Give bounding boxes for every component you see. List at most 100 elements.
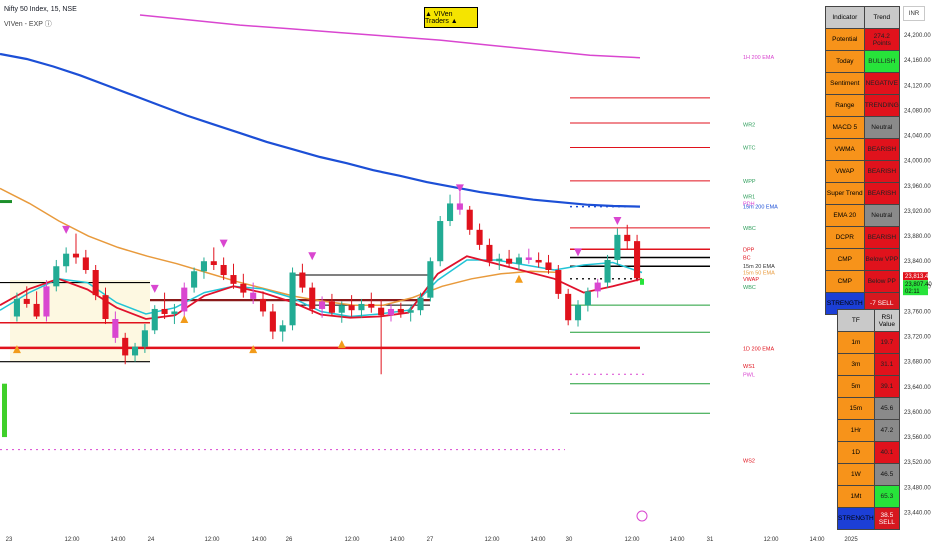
candle-body xyxy=(279,325,286,332)
row-value: Below VPP xyxy=(863,248,901,271)
time-tick: 12:00 xyxy=(204,537,220,543)
indicator-legend[interactable]: VIVen - EXP ⓘ xyxy=(4,21,52,28)
sell-signal xyxy=(219,239,228,248)
candle-body xyxy=(397,308,404,313)
countdown-label: 02:11 xyxy=(905,289,920,295)
candle-body xyxy=(407,310,414,313)
candle xyxy=(43,280,50,322)
row-value: BEARISH xyxy=(863,160,901,183)
row-value: BULLISH xyxy=(863,50,901,73)
price-tick: 23,760.00 xyxy=(904,309,931,315)
time-tick: 30 xyxy=(566,537,573,543)
row-value: 39.1 xyxy=(873,375,901,398)
candle-body xyxy=(456,203,463,210)
level-label: 15m 50 EMA xyxy=(743,271,775,277)
price-tick: 23,720.00 xyxy=(904,335,931,341)
row-value: NEGATIVE xyxy=(863,72,901,95)
rsi-row: 1Hr 47.2 xyxy=(837,419,901,442)
candle xyxy=(82,249,89,274)
candle-body xyxy=(131,346,139,356)
indicator-row: Range TRENDING xyxy=(825,94,901,117)
row-value: BEARISH xyxy=(863,138,901,161)
indicator-row: DCPR BEARISH xyxy=(825,226,901,249)
row-value: 46.5 xyxy=(873,463,901,486)
rsi-row: 15m 45.6 xyxy=(837,397,901,420)
candle xyxy=(210,247,217,271)
time-axis[interactable]: 23 12:00 14:00 24 12:00 14:00 26 12:00 14:00 27 12… xyxy=(6,537,859,543)
currency-button[interactable]: INR xyxy=(903,6,925,21)
row-value: 274.2 Points xyxy=(863,28,901,51)
sell-signal xyxy=(150,284,159,293)
candle-body xyxy=(328,301,335,313)
candle xyxy=(250,282,257,304)
current-price-label: 23,813.40 xyxy=(905,274,932,280)
row-label: STRENGTH xyxy=(837,507,875,530)
candle-body xyxy=(437,221,444,262)
level-label: WR2 xyxy=(743,122,755,128)
candle xyxy=(299,263,306,293)
candle xyxy=(259,291,267,317)
candle xyxy=(309,282,316,314)
candle-body xyxy=(640,278,644,285)
level-label: WBC xyxy=(743,226,756,232)
indicator-row: VWAP BEARISH xyxy=(825,160,901,183)
row-label: MACD 5 xyxy=(825,116,865,139)
candle xyxy=(161,292,168,319)
symbol-title[interactable]: Nifty 50 Index, 15, NSE xyxy=(4,6,77,13)
price-tick: 24,120.00 xyxy=(904,83,931,89)
rsi-row: 3m 31.1 xyxy=(837,353,901,376)
viven-traders-badge: ▲ VIVen Traders ▲ xyxy=(424,7,478,28)
candles xyxy=(13,192,644,375)
candle xyxy=(220,257,227,281)
row-label: EMA 20 xyxy=(825,204,865,227)
row-label: 3m xyxy=(837,353,875,376)
row-value: 40.1 xyxy=(873,441,901,464)
price-tick: 24,160.00 xyxy=(904,58,931,64)
row-value: 65.3 xyxy=(873,485,901,508)
sell-signal xyxy=(62,225,71,234)
candle-body xyxy=(486,244,493,262)
time-tick: 12:00 xyxy=(64,537,80,543)
candle-body xyxy=(446,203,454,222)
candle-body xyxy=(584,291,591,306)
candle-body xyxy=(387,308,395,316)
price-tick: 24,080.00 xyxy=(904,108,931,114)
price-axis[interactable]: 24,200.00 24,160.00 24,120.00 24,080.00 24,0… xyxy=(903,33,932,516)
table-header-cell: Trend xyxy=(863,6,901,29)
row-label: 1D xyxy=(837,441,875,464)
row-label: Range xyxy=(825,94,865,117)
candle xyxy=(348,295,355,317)
table-header-cell: TF xyxy=(837,309,875,332)
candle-body xyxy=(525,257,532,260)
time-tick: 24 xyxy=(148,537,155,543)
level-label: 1D 200 EMA xyxy=(743,347,775,353)
candle xyxy=(200,257,208,279)
candle-body xyxy=(53,266,60,287)
candle-body xyxy=(191,271,198,288)
row-value: Neutral xyxy=(863,204,901,227)
series-line xyxy=(0,187,561,306)
time-tick: 12:00 xyxy=(763,537,779,543)
time-tick: 26 xyxy=(286,537,293,543)
buy-signal xyxy=(249,345,258,354)
price-tick: 23,920.00 xyxy=(904,209,931,215)
candle-body xyxy=(220,264,227,276)
candle xyxy=(387,303,395,322)
price-tick: 23,880.00 xyxy=(904,234,931,240)
session-marker xyxy=(636,510,648,522)
time-tick: 14:00 xyxy=(809,537,825,543)
candle xyxy=(397,302,404,318)
candle xyxy=(496,253,503,271)
candle-body xyxy=(112,319,119,338)
candle-body xyxy=(13,298,20,317)
indicator-row: CMP Below PP xyxy=(825,270,901,293)
candle-body xyxy=(82,257,89,271)
rsi-row: 1Mt 65.3 xyxy=(837,485,901,508)
row-label: 1Hr xyxy=(837,419,875,442)
level-label: 1H 200 EMA xyxy=(743,55,775,61)
candle xyxy=(584,287,591,312)
series-line xyxy=(139,14,641,59)
level-label: BC xyxy=(743,255,751,261)
level-label: WPP xyxy=(743,179,756,185)
